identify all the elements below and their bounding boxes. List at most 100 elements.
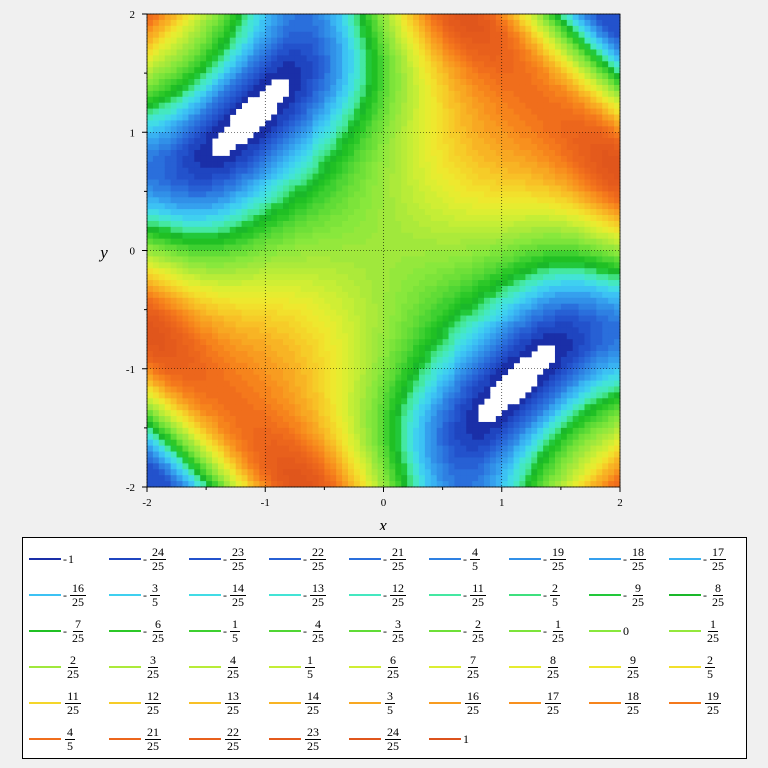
contour-cell [318,268,325,275]
contour-cell [383,398,390,405]
contour-cell [259,220,266,228]
contour-cell [519,49,526,56]
contour-cell [342,61,349,68]
contour-cell [324,469,331,476]
contour-cell [430,421,438,429]
contour-cell [448,333,455,340]
contour-cell [430,268,438,275]
contour-cell [223,167,231,175]
contour-cell [501,451,509,458]
contour-cell [318,161,325,169]
contour-cell [271,149,278,157]
contour-cell [158,339,166,346]
contour-cell [188,179,195,186]
contour-cell [229,309,237,316]
contour-cell [294,321,302,328]
contour-cell [318,291,325,299]
contour-cell [147,37,154,44]
contour-cell [170,404,177,411]
contour-cell [288,398,296,405]
contour-cell [253,439,260,447]
contour-cell [365,173,373,180]
contour-cell [353,280,361,287]
contour-cell [430,451,438,458]
contour-cell [472,333,479,340]
contour-cell [152,280,160,287]
contour-cell [495,303,503,311]
contour-cell [300,138,308,145]
contour-cell [259,244,266,251]
contour-cell [223,427,231,435]
contour-cell [395,481,402,488]
contour-cell [318,416,325,423]
contour-cell [342,256,349,263]
contour-cell [300,481,308,488]
contour-cell [188,49,195,56]
contour-cell [383,451,390,458]
contour-cell [259,215,266,222]
contour-cell [294,280,302,287]
contour-cell [413,49,420,56]
contour-cell [418,238,426,245]
contour-cell [436,398,444,405]
contour-cell [365,285,373,293]
contour-cell [377,250,384,257]
contour-cell [247,197,254,204]
contour-cell [271,203,278,210]
contour-cell [484,149,491,157]
contour-cell [247,149,254,157]
contour-cell [359,445,367,452]
contour-cell [188,427,195,435]
contour-cell [365,481,373,488]
contour-cell [312,84,319,92]
contour-cell [241,297,248,305]
contour-cell [472,14,479,21]
contour-cell [206,120,213,127]
contour-cell [253,421,260,429]
contour-cell [460,321,467,328]
contour-cell [259,427,266,435]
contour-cell [353,108,361,115]
contour-cell [383,209,390,216]
contour-cell [353,309,361,316]
contour-cell [288,49,296,56]
contour-cell [448,238,455,245]
contour-cell [353,90,361,98]
contour-cell [253,303,260,311]
contour-cell [253,427,260,435]
contour-cell [182,73,189,80]
contour-cell [401,179,408,186]
contour-cell [478,285,485,293]
contour-cell [401,274,408,281]
contour-cell [288,144,296,151]
contour-cell [454,345,461,352]
contour-cell [436,84,444,92]
contour-cell [147,14,154,21]
contour-cell [294,149,302,157]
contour-cell [466,398,473,405]
contour-cell [324,14,331,21]
contour-cell [401,120,408,127]
contour-cell [519,84,526,92]
contour-cell [413,167,420,175]
contour-cell [413,250,420,257]
contour-cell [235,315,242,322]
contour-cell [152,96,160,104]
contour-cell [353,392,361,399]
contour-cell [247,374,254,381]
contour-cell [288,250,296,257]
contour-cell [448,31,455,39]
contour-cell [466,61,473,68]
contour-cell [176,120,183,127]
contour-cell [365,309,373,316]
contour-cell [212,327,219,334]
contour-cell [330,421,337,429]
contour-cell [217,327,225,334]
contour-cell [324,404,331,411]
contour-cell [478,309,485,316]
contour-cell [336,433,343,441]
contour-cell [424,327,432,334]
contour-cell [206,226,213,234]
contour-cell [306,404,313,411]
contour-cell [442,232,449,240]
